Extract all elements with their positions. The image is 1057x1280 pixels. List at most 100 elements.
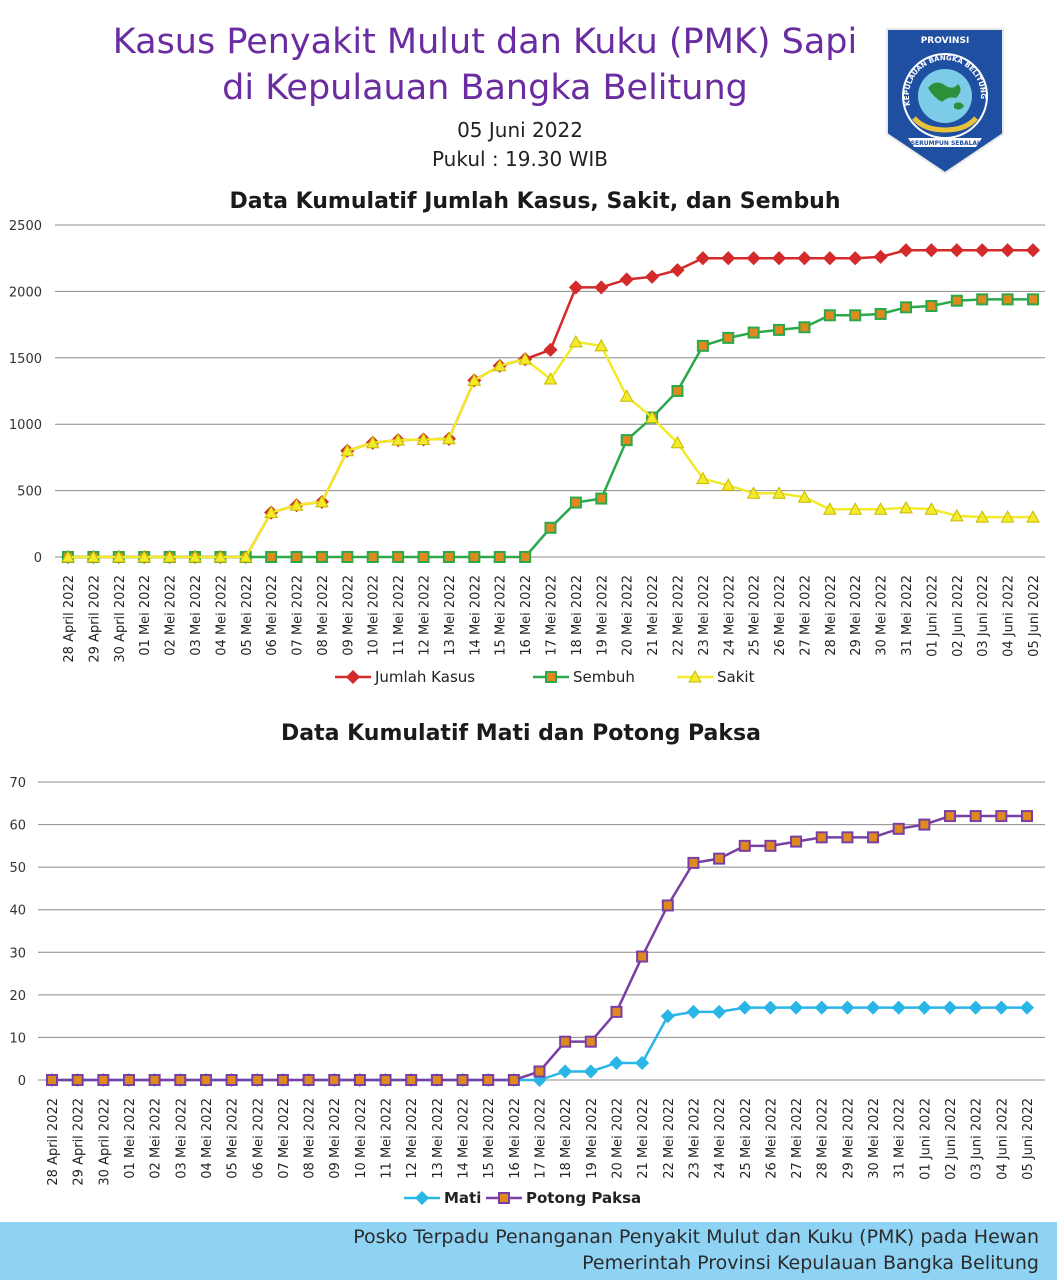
x-tick-label: 16 Mei 2022	[508, 1098, 523, 1179]
data-point-sembuh	[976, 293, 989, 306]
data-point-sakit	[188, 549, 202, 563]
data-point-sakit	[746, 486, 761, 499]
x-tick-label: 07 Mei 2022	[291, 575, 306, 656]
data-point-sembuh	[1001, 293, 1014, 306]
legend-marker	[345, 669, 361, 685]
data-point-sembuh	[823, 309, 836, 322]
x-tick-label: 20 Mei 2022	[610, 1098, 625, 1179]
report-time: Pukul : 19.30 WIB	[431, 147, 609, 171]
data-point-sakit	[594, 338, 609, 352]
data-point-sakit	[111, 549, 126, 563]
x-tick-label: 04 Mei 2022	[214, 575, 229, 656]
data-point-sakit	[822, 502, 837, 515]
data-point-mati	[942, 1000, 958, 1015]
data-point-potong-paksa	[97, 1074, 110, 1086]
data-point-sembuh	[569, 496, 582, 509]
data-point-jumlah-kasus	[568, 280, 583, 295]
province-emblem-logo: PROVINSI KEPULAUAN BANGKA BELITUNG SERUM…	[886, 28, 1004, 175]
data-point-jumlah-kasus	[1000, 243, 1015, 258]
data-point-sembuh	[468, 551, 481, 563]
data-point-sakit	[670, 435, 685, 449]
x-tick-label: 02 Juni 2022	[944, 1098, 959, 1180]
data-point-potong-paksa	[610, 1005, 623, 1018]
x-tick-label: 30 Mei 2022	[867, 1098, 882, 1179]
data-point-sakit	[289, 498, 304, 511]
data-point-sakit	[365, 435, 380, 449]
data-point-potong-paksa	[302, 1074, 315, 1086]
data-point-sakit	[975, 510, 990, 523]
data-point-potong-paksa	[174, 1074, 187, 1086]
data-point-jumlah-kasus	[746, 251, 761, 266]
x-tick-label: 13 Mei 2022	[431, 1098, 446, 1179]
data-point-sembuh	[265, 551, 278, 563]
data-point-potong-paksa	[918, 818, 931, 831]
data-point-sakit	[1026, 510, 1040, 523]
data-point-potong-paksa	[379, 1074, 392, 1086]
x-tick-label: 29 Mei 2022	[849, 575, 864, 656]
x-tick-label: 04 Mei 2022	[200, 1098, 215, 1179]
x-tick-label: 24 Mei 2022	[713, 1098, 728, 1179]
data-point-mati	[712, 1004, 727, 1019]
data-point-potong-paksa	[122, 1074, 135, 1086]
x-tick-label: 28 April 2022	[62, 575, 77, 663]
data-point-jumlah-kasus	[771, 251, 787, 266]
x-tick-label: 22 Mei 2022	[671, 575, 686, 656]
data-point-potong-paksa	[353, 1074, 366, 1086]
data-point-sembuh	[747, 326, 760, 339]
data-point-potong-paksa	[815, 831, 828, 844]
logo-ribbon-text: SERUMPUN SEBALAI	[911, 140, 980, 147]
data-point-potong-paksa	[533, 1065, 546, 1078]
data-point-jumlah-kasus	[822, 251, 837, 266]
x-tick-label: 27 Mei 2022	[798, 575, 813, 656]
x-tick-label: 31 Mei 2022	[893, 1098, 908, 1179]
x-tick-label: 14 Mei 2022	[468, 575, 483, 656]
x-tick-label: 19 Mei 2022	[585, 1098, 600, 1179]
x-tick-label: 01 Mei 2022	[123, 1098, 138, 1179]
data-point-potong-paksa	[584, 1035, 597, 1048]
data-point-sakit	[238, 549, 253, 563]
data-point-potong-paksa	[559, 1035, 572, 1048]
logo-top-text: PROVINSI	[921, 36, 970, 46]
legend-label: Sembuh	[573, 668, 635, 686]
chart-cases-sick-recovered: Data Kumulatif Jumlah Kasus, Sakit, dan …	[9, 189, 1045, 686]
y-tick-label: 2500	[9, 219, 42, 234]
y-tick-label: 0	[18, 1074, 26, 1089]
x-tick-label: 05 Juni 2022	[1021, 1098, 1036, 1180]
data-point-potong-paksa	[251, 1074, 264, 1086]
x-tick-label: 30 April 2022	[113, 575, 128, 663]
data-point-potong-paksa	[661, 899, 674, 912]
x-tick-label: 08 Mei 2022	[316, 575, 331, 656]
data-point-potong-paksa	[328, 1074, 341, 1086]
data-point-jumlah-kasus	[670, 263, 685, 278]
x-tick-label: 19 Mei 2022	[595, 575, 610, 656]
data-point-mati	[635, 1055, 650, 1071]
data-point-sakit	[467, 373, 482, 386]
data-point-sakit	[442, 431, 456, 445]
y-tick-label: 20	[9, 989, 26, 1004]
x-tick-label: 03 Juni 2022	[976, 575, 991, 657]
data-point-potong-paksa	[430, 1074, 443, 1086]
data-point-sembuh	[900, 301, 913, 314]
data-point-sakit	[772, 486, 786, 499]
data-point-sembuh	[950, 294, 963, 307]
data-point-mati	[558, 1064, 573, 1079]
data-point-mati	[968, 1000, 983, 1015]
data-point-mati	[814, 1000, 829, 1015]
x-tick-label: 31 Mei 2022	[900, 575, 915, 656]
data-point-potong-paksa	[636, 950, 649, 963]
x-tick-label: 02 Juni 2022	[951, 575, 966, 657]
x-tick-label: 10 Mei 2022	[354, 1098, 369, 1179]
data-point-mati	[686, 1004, 701, 1019]
data-point-mati	[737, 1000, 752, 1015]
x-tick-label: 21 Mei 2022	[636, 1098, 651, 1179]
x-tick-label: 09 Mei 2022	[328, 1098, 343, 1179]
data-point-potong-paksa	[738, 839, 751, 852]
y-tick-label: 1500	[9, 352, 42, 367]
x-tick-label: 28 Mei 2022	[816, 1098, 831, 1179]
data-point-mati	[609, 1055, 624, 1071]
data-point-mati	[840, 1000, 855, 1015]
data-point-sakit	[899, 500, 913, 514]
x-tick-label: 30 Mei 2022	[875, 575, 890, 656]
data-point-sembuh	[620, 434, 633, 447]
data-point-jumlah-kasus	[695, 251, 710, 266]
